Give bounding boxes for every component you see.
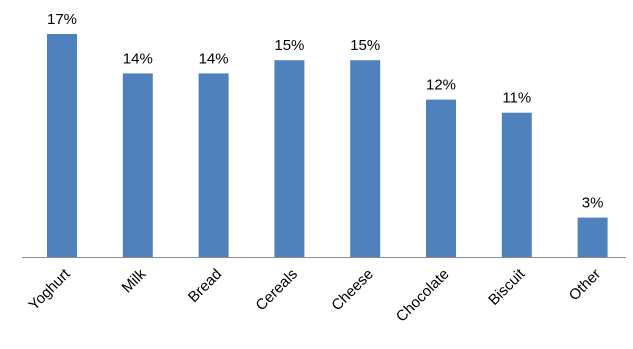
data-label-cheese: 15% [350,37,380,54]
data-label-cereals: 15% [274,37,304,54]
bar-cheese [350,60,381,258]
bar-yoghurt [47,34,77,257]
bar-chocolate [426,99,456,257]
x-tick-label-cheese: Cheese [328,266,377,315]
bars-group [47,34,608,258]
data-label-other: 3% [582,195,604,212]
data-labels-group: 17% 14% 14% 15% 15% 12% 11% 3% [47,11,603,212]
bar-biscuit [501,112,532,257]
bar-milk [122,73,153,258]
bar-bread [198,73,229,258]
data-label-bread: 14% [199,50,229,67]
x-tick-label-biscuit: Biscuit [485,265,529,309]
x-tick-label-yoghurt: Yoghurt [25,265,74,314]
x-tick-label-bread: Bread [185,266,225,306]
data-label-milk: 14% [123,50,153,67]
data-label-biscuit: 11% [502,90,531,107]
x-tick-label-milk: Milk [119,265,150,296]
data-label-chocolate: 12% [426,77,456,94]
x-tick-labels-group: Yoghurt Milk Bread Cereals Cheese Chocolate Bi… [25,265,604,325]
x-tick-label-other: Other [566,266,605,305]
bar-cereals [274,60,305,258]
x-tick-label-chocolate: Chocolate [393,266,453,326]
x-tick-label-cereals: Cereals [252,266,301,315]
bar-other [577,217,608,257]
data-label-yoghurt: 17% [47,11,77,28]
